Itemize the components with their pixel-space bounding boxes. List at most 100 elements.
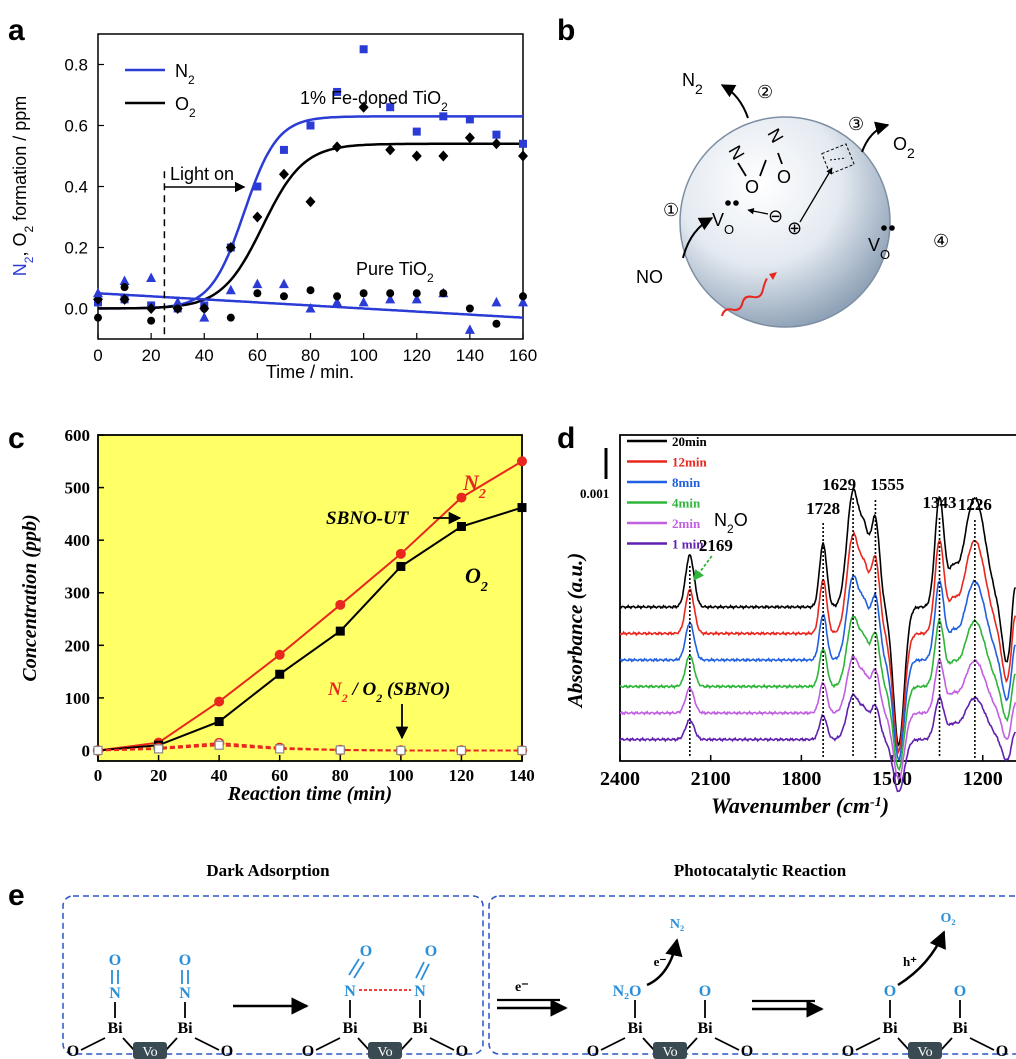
tio2-particle: [679, 116, 891, 328]
bond: [685, 1037, 698, 1051]
panel-a-xtick-label: 20: [142, 346, 161, 365]
series-line-o2-sbno: [97, 744, 522, 752]
data-point: [492, 319, 501, 328]
legend-label: 4min: [672, 496, 701, 511]
data-point: [396, 561, 406, 571]
atom-label: Bi: [107, 1020, 123, 1037]
svg-text:O: O: [745, 177, 759, 197]
data-point: [335, 745, 345, 755]
panel-c-ytick-label: 100: [65, 689, 91, 708]
spectrum-2min: [619, 655, 1016, 781]
atom-label: O: [425, 943, 437, 960]
vacancy-box: [133, 1042, 167, 1059]
fit-curve-n2: [98, 115, 523, 310]
panel-d-xtick-label: 2400: [600, 768, 640, 790]
fe-doped-label: 1% Fe-doped TiO2: [300, 88, 448, 114]
peak-label: 2169: [699, 536, 733, 555]
n2o-label: N2O: [714, 510, 748, 536]
data-point: [332, 141, 343, 153]
atom-label: O: [842, 1043, 854, 1059]
pure-tio2-label: Pure TiO2: [356, 259, 434, 285]
panel-c-xtick-label: 120: [449, 766, 475, 785]
data-point: [153, 744, 164, 754]
atom-label: O: [109, 952, 121, 969]
scale-bar-label: 0.001: [580, 486, 609, 501]
data-point: [306, 121, 315, 130]
data-point: [491, 296, 502, 307]
atom-label: N₂: [670, 917, 684, 932]
bond: [315, 1037, 341, 1051]
data-point: [412, 289, 421, 298]
photon-arrowhead: [769, 272, 777, 280]
bond: [969, 1037, 995, 1051]
data-point: [456, 521, 466, 531]
spectrum-8min: [619, 575, 1016, 762]
panel-d-label: d: [557, 422, 575, 455]
data-point: [252, 278, 263, 289]
bond: [400, 1037, 413, 1051]
vacancy-label: Vo: [142, 1045, 157, 1059]
panel-d-ticks: 2400 2100 1800 1500 1200: [600, 755, 1003, 790]
atom-label: O: [741, 1043, 753, 1059]
panel-a-xtick-label: 80: [301, 346, 320, 365]
data-point: [275, 744, 285, 754]
panel-c-xtick-label: 60: [271, 766, 288, 785]
atom-label: Bi: [882, 1020, 898, 1037]
panel-c-ytick-label: 0: [82, 741, 91, 760]
panel-e-label: e: [8, 879, 25, 912]
data-point: [465, 304, 474, 313]
o2-release-arrow: [861, 121, 890, 153]
panel-c-ytick-label: 200: [65, 636, 91, 655]
panel-d-ylabel: Absorbance (a.u.): [563, 553, 587, 710]
step-2: ②: [757, 82, 773, 102]
bond: [855, 1037, 881, 1051]
data-point: [279, 145, 288, 154]
bond: [165, 1037, 178, 1051]
atom-label: O: [884, 983, 896, 1000]
panel-a-ylabel: N2, O2 formation / ppm: [10, 96, 36, 276]
peak-label: 1728: [806, 499, 840, 518]
atom-label: O: [699, 983, 711, 1000]
panel-c-plot-area: [97, 434, 523, 762]
data-point: [119, 293, 130, 305]
panel-d-xtick-label: 1200: [963, 768, 1003, 790]
data-point: [439, 289, 448, 298]
bond: [897, 1037, 910, 1051]
atom-label: O₂: [940, 911, 955, 926]
data-point: [456, 492, 467, 503]
data-point: [146, 272, 157, 282]
panel-c-ytick-label: 300: [65, 584, 91, 603]
data-point: [200, 304, 209, 313]
panel-c-points: [92, 456, 528, 756]
data-point: [359, 289, 368, 298]
data-point: [335, 626, 345, 636]
atom-label: O: [67, 1043, 79, 1059]
no-label: NO: [636, 267, 663, 287]
vacancy-box: [653, 1042, 687, 1059]
bond: [122, 1037, 135, 1051]
electron-symbol: ⊖: [768, 206, 783, 226]
vacancy-label: Vo: [917, 1045, 932, 1059]
electron-label: e⁻: [515, 980, 529, 995]
legend-label: 20min: [672, 434, 707, 449]
spectrum-1min: [619, 692, 1016, 793]
vacancy-label: Vo: [377, 1045, 392, 1059]
panel-a-points: [93, 45, 528, 334]
bond: [353, 961, 365, 979]
atom-label: O: [954, 983, 966, 1000]
panel-d-legend: 20min 12min 8min 4min 2min 1 min: [627, 434, 707, 552]
n2-release-curve: [646, 938, 683, 987]
data-point: [214, 717, 224, 727]
bond: [642, 1037, 655, 1051]
data-point: [253, 182, 262, 191]
vacancy-box: [368, 1042, 402, 1059]
atom-label: Bi: [177, 1020, 193, 1037]
data-point: [225, 242, 236, 253]
panel-d-frame: [619, 434, 1016, 762]
data-point: [278, 168, 289, 180]
atom-label: O: [302, 1043, 314, 1059]
panel-c-xlabel: Reaction time (min): [227, 783, 392, 805]
hole-symbol: ⊕: [787, 218, 802, 238]
panel-a-xtick-label: 120: [403, 346, 431, 365]
